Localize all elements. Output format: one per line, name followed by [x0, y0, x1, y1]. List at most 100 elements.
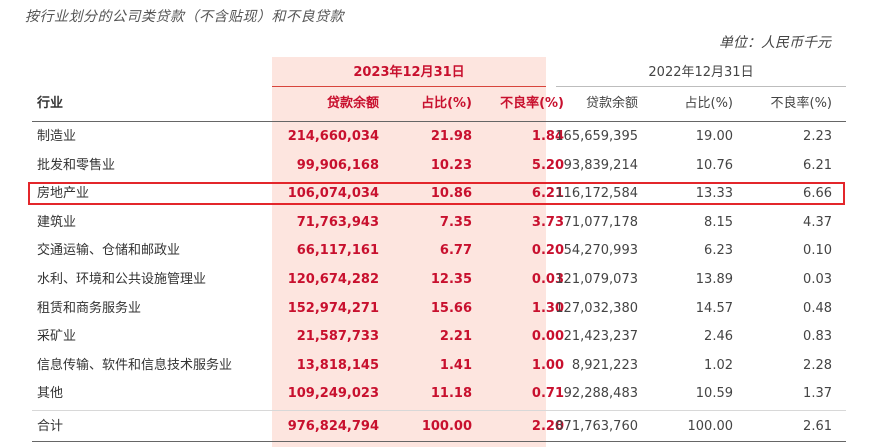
table-bottom-rule	[32, 441, 846, 442]
total-balance-current: 976,824,794	[287, 419, 379, 434]
real-estate-highlight-box	[28, 182, 845, 205]
table-row: 批发和零售业 99,906,168 10.23 5.20 93,839,214 10.76…	[32, 152, 846, 180]
row-npl-current: 0.71	[531, 386, 564, 402]
total-npl-current: 2.20	[531, 419, 564, 434]
row-share-current: 11.18	[430, 386, 472, 402]
row-balance-previous: 121,079,073	[555, 272, 638, 287]
row-industry: 交通运输、仓储和邮政业	[37, 243, 181, 259]
row-balance-current: 106,074,034	[287, 186, 379, 202]
year-underline-current	[272, 86, 546, 87]
row-npl-current: 3.73	[531, 214, 564, 230]
header-row: 行业 贷款余额 占比(%) 不良率(%) 贷款余额 占比(%) 不良率(%)	[32, 90, 846, 118]
row-npl-previous: 0.83	[803, 329, 832, 345]
row-balance-current: 214,660,034	[287, 129, 379, 144]
row-share-previous: 10.59	[695, 386, 733, 402]
unit-label: 单位：人民币千元	[719, 35, 831, 51]
table-row: 采矿业 21,587,733 2.21 0.00 21,423,237 2.46 0.83	[32, 323, 846, 351]
table-row: 其他 109,249,023 11.18 0.71 92,288,483 10.59 1.3…	[32, 380, 846, 408]
row-share-previous: 19.00	[695, 129, 733, 144]
year-header-previous: 2022年12月31日	[648, 65, 754, 80]
row-industry: 批发和零售业	[37, 157, 116, 173]
total-divider	[32, 410, 846, 411]
row-npl-previous: 0.10	[803, 243, 832, 259]
row-balance-current: 21,587,733	[296, 329, 379, 345]
header-balance-previous: 贷款余额	[585, 96, 638, 111]
row-balance-previous: 8,921,223	[571, 357, 638, 373]
row-share-previous: 8.15	[704, 214, 733, 230]
header-divider	[32, 121, 846, 122]
row-npl-previous: 6.21	[803, 157, 832, 173]
table-row: 制造业 214,660,034 21.98 1.84 165,659,395 19.00 2…	[32, 123, 846, 151]
row-balance-current: 120,674,282	[287, 272, 379, 287]
row-industry: 其他	[37, 386, 64, 402]
row-share-current: 10.86	[430, 186, 472, 202]
total-npl-previous: 2.61	[803, 419, 832, 434]
table-row: 水利、环境和公共设施管理业 120,674,282 12.35 0.03 121,079…	[32, 266, 846, 294]
row-industry: 建筑业	[37, 214, 77, 230]
total-share-current: 100.00	[421, 419, 472, 434]
row-industry: 水利、环境和公共设施管理业	[37, 272, 207, 287]
row-share-current: 12.35	[430, 272, 472, 287]
table-row: 交通运输、仓储和邮政业 66,117,161 6.77 0.20 54,270,993 6…	[32, 237, 846, 265]
row-npl-previous: 0.48	[803, 300, 832, 316]
total-label: 合计	[37, 419, 64, 434]
row-npl-current: 0.00	[531, 329, 564, 345]
row-balance-previous: 71,077,178	[563, 214, 638, 230]
row-industry: 信息传输、软件和信息技术服务业	[37, 357, 233, 373]
row-balance-current: 66,117,161	[296, 243, 379, 259]
row-npl-previous: 2.23	[803, 129, 832, 144]
row-balance-current: 99,906,168	[296, 157, 379, 173]
row-balance-previous: 127,032,380	[555, 300, 638, 316]
row-npl-current: 1.30	[531, 300, 564, 316]
row-share-previous: 1.02	[704, 357, 733, 373]
total-balance-previous: 871,763,760	[555, 419, 638, 434]
row-npl-previous: 1.37	[803, 386, 832, 402]
row-share-current: 10.23	[430, 157, 472, 173]
row-industry: 租赁和商务服务业	[37, 300, 142, 316]
row-npl-current: 1.00	[531, 357, 564, 373]
row-share-previous: 6.23	[704, 243, 733, 259]
row-share-current: 7.35	[439, 214, 472, 230]
current-year-band	[272, 57, 546, 447]
row-npl-previous: 6.66	[803, 186, 832, 202]
row-balance-previous: 54,270,993	[563, 243, 638, 259]
row-share-previous: 14.57	[695, 300, 733, 316]
row-balance-previous: 92,288,483	[563, 386, 638, 402]
header-balance-current: 贷款余额	[326, 96, 379, 111]
row-balance-current: 109,249,023	[287, 386, 379, 402]
row-share-previous: 10.76	[695, 157, 733, 173]
row-share-current: 15.66	[430, 300, 472, 316]
row-balance-current: 71,763,943	[296, 214, 379, 230]
row-balance-previous: 116,172,584	[555, 186, 638, 202]
row-share-current: 2.21	[439, 329, 472, 345]
row-npl-current: 0.20	[531, 243, 564, 259]
row-share-current: 21.98	[430, 129, 472, 144]
row-npl-current: 1.84	[531, 129, 564, 144]
row-balance-previous: 93,839,214	[563, 157, 638, 173]
row-share-previous: 13.33	[695, 186, 733, 202]
total-share-previous: 100.00	[687, 419, 734, 434]
total-row: 合计 976,824,794 100.00 2.20 871,763,760 1…	[32, 413, 846, 441]
row-npl-current: 6.21	[531, 186, 564, 202]
year-header-current: 2023年12月31日	[353, 65, 465, 80]
row-share-current: 1.41	[439, 357, 472, 373]
row-npl-previous: 4.37	[803, 214, 832, 230]
header-npl-current: 不良率(%)	[500, 96, 564, 111]
table-row: 信息传输、软件和信息技术服务业 13,818,145 1.41 1.00 8,921,2…	[32, 352, 846, 380]
row-balance-previous: 165,659,395	[555, 129, 638, 144]
header-industry: 行业	[37, 96, 64, 111]
row-industry: 制造业	[37, 129, 77, 144]
row-balance-previous: 21,423,237	[563, 329, 638, 345]
table-row: 建筑业 71,763,943 7.35 3.73 71,077,178 8.15 4.37	[32, 209, 846, 237]
row-share-previous: 2.46	[704, 329, 733, 345]
table-row: 房地产业 106,074,034 10.86 6.21 116,172,584 13.33…	[32, 180, 846, 208]
year-underline-previous	[556, 86, 846, 87]
row-npl-current: 0.03	[531, 272, 564, 287]
header-share-current: 占比(%)	[421, 96, 472, 111]
header-npl-previous: 不良率(%)	[770, 96, 833, 111]
header-share-previous: 占比(%)	[684, 96, 734, 111]
row-npl-previous: 2.28	[803, 357, 832, 373]
row-balance-current: 13,818,145	[296, 357, 379, 373]
row-industry: 采矿业	[37, 329, 77, 345]
row-share-previous: 13.89	[695, 272, 733, 287]
